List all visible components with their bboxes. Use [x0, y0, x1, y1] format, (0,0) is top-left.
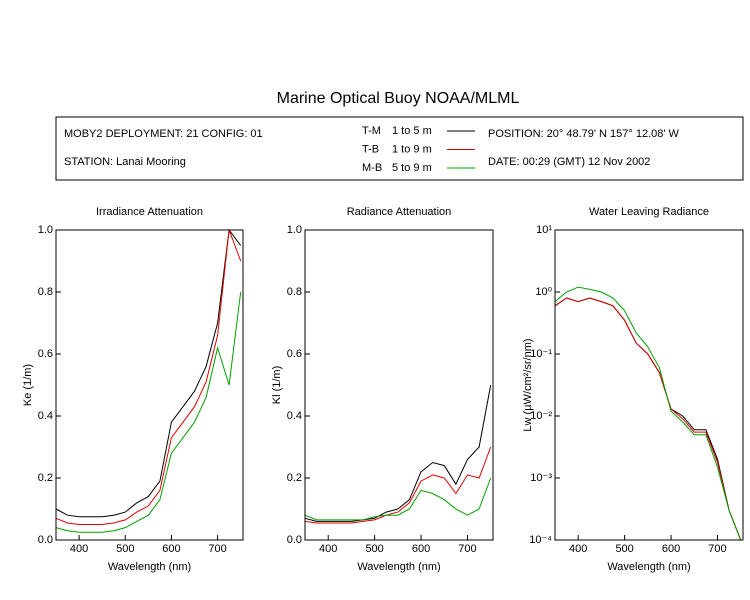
legend-name: T-M — [362, 125, 381, 137]
x-tick-label: 500 — [116, 543, 134, 555]
legend-name: T-B — [362, 143, 379, 155]
panel-title: Irradiance Attenuation — [96, 206, 203, 218]
x-tick-label: 400 — [70, 543, 88, 555]
x-tick-label: 500 — [615, 543, 633, 555]
y-tick-label: 0.6 — [38, 348, 53, 360]
x-tick-label: 500 — [365, 543, 383, 555]
date: DATE: 00:29 (GMT) 12 Nov 2002 — [488, 156, 650, 168]
plot-frame — [554, 229, 744, 541]
y-tick-label: 10¹ — [536, 224, 552, 236]
page-title: Marine Optical Buoy NOAA/MLML — [277, 90, 520, 107]
station: STATION: Lanai Mooring — [64, 156, 186, 168]
series-line — [304, 477, 492, 521]
x-tick-label: 600 — [162, 543, 180, 555]
y-tick-label: 10⁻² — [530, 410, 552, 422]
y-axis-label: Kl (1/m) — [271, 366, 283, 405]
series-line — [554, 286, 742, 541]
y-tick-label: 10⁻¹ — [530, 348, 552, 360]
panel-title: Water Leaving Radiance — [589, 206, 709, 218]
deployment: MOBY2 DEPLOYMENT: 21 CONFIG: 01 — [64, 128, 263, 140]
y-tick-label: 0.8 — [287, 286, 302, 298]
panel-title: Radiance Attenuation — [347, 206, 452, 218]
y-tick-label: 10⁻⁴ — [529, 534, 552, 546]
y-tick-label: 10⁰ — [535, 286, 552, 298]
x-tick-label: 700 — [208, 543, 226, 555]
y-tick-label: 0.2 — [38, 472, 53, 484]
series-line — [304, 384, 492, 522]
position: POSITION: 20° 48.79' N 157° 12.08' W — [488, 128, 680, 140]
legend-range: 1 to 5 m — [392, 125, 432, 137]
x-tick-label: 400 — [319, 543, 337, 555]
y-tick-label: 10⁻³ — [530, 472, 552, 484]
x-axis-label: Wavelength (nm) — [357, 561, 440, 573]
series-line — [55, 228, 242, 518]
series-line — [55, 229, 242, 525]
legend-name: M-B — [362, 162, 382, 174]
y-tick-label: 1.0 — [287, 224, 302, 236]
y-tick-label: 0.4 — [287, 410, 302, 422]
legend-range: 1 to 9 m — [392, 143, 432, 155]
series-line — [304, 446, 492, 524]
plot-frame — [55, 229, 244, 541]
y-tick-label: 0.0 — [287, 534, 302, 546]
x-tick-label: 700 — [458, 543, 476, 555]
series-line — [55, 291, 242, 533]
y-tick-label: 0.4 — [38, 410, 53, 422]
x-tick-label: 600 — [662, 543, 680, 555]
legend-range: 5 to 9 m — [392, 162, 432, 174]
x-tick-label: 600 — [412, 543, 430, 555]
y-tick-label: 0.8 — [38, 286, 53, 298]
y-axis-label: Ke (1/m) — [22, 364, 34, 406]
series-line — [554, 297, 742, 541]
series-line — [554, 297, 742, 541]
x-tick-label: 700 — [708, 543, 726, 555]
plot-frame — [304, 229, 494, 541]
y-tick-label: 0.0 — [38, 534, 53, 546]
y-tick-label: 1.0 — [38, 224, 53, 236]
y-tick-label: 0.6 — [287, 348, 302, 360]
x-axis-label: Wavelength (nm) — [108, 561, 191, 573]
x-axis-label: Wavelength (nm) — [607, 561, 690, 573]
y-axis-label: Lw (µW/cm²/sr/nm) — [522, 338, 534, 431]
x-tick-label: 400 — [569, 543, 587, 555]
y-tick-label: 0.2 — [287, 472, 302, 484]
info-box — [55, 116, 744, 181]
